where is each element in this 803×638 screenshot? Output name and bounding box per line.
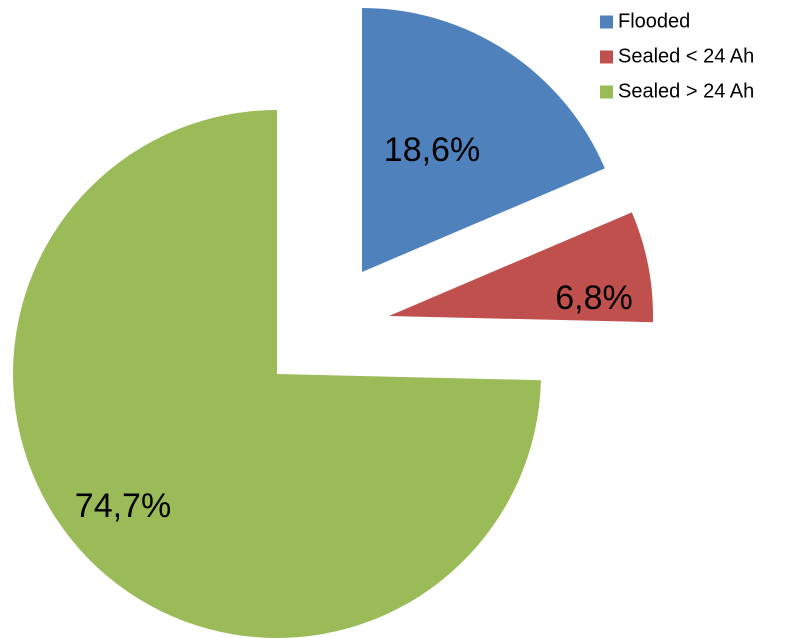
- pie-slices: [13, 8, 654, 638]
- legend-label-sealed-24-ah: Sealed > 24 Ah: [618, 80, 754, 102]
- legend: Flooded Sealed < 24 Ah Sealed > 24 Ah: [600, 10, 754, 102]
- slice-label-sealed-24-ah: 74,7%: [75, 487, 171, 525]
- legend-label-sealed-24-ah: Sealed < 24 Ah: [618, 45, 754, 67]
- slice-label-sealed-24-ah: 6,8%: [555, 279, 633, 317]
- legend-swatch-sealed-24-ah: [600, 50, 613, 64]
- legend-item-sealed-24-ah: Sealed > 24 Ah: [600, 80, 754, 102]
- legend-swatch-flooded: [600, 15, 613, 29]
- pie-slice-sealed-24-ah: [13, 110, 541, 638]
- legend-label-flooded: Flooded: [618, 10, 690, 32]
- legend-item-sealed-24-ah: Sealed < 24 Ah: [600, 45, 754, 67]
- legend-item-flooded: Flooded: [600, 10, 690, 32]
- slice-label-flooded: 18,6%: [384, 131, 480, 169]
- pie-slice-flooded: [362, 8, 605, 272]
- pie-slice-sealed-24-ah: [389, 212, 654, 323]
- legend-swatch-sealed-24-ah: [600, 85, 613, 99]
- slice-labels: 18,6% 6,8% 74,7%: [75, 131, 633, 525]
